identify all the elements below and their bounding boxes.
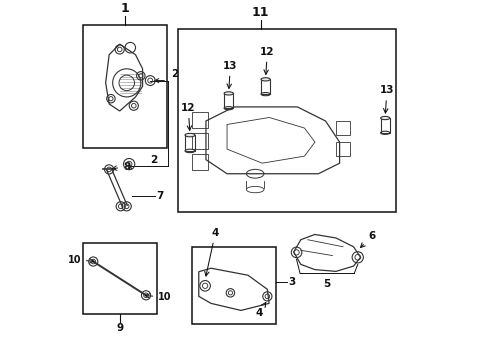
Bar [177,29,395,212]
Text: 4: 4 [204,228,219,276]
Text: 11: 11 [251,6,269,19]
Bar [191,247,276,324]
Text: 2: 2 [171,69,178,79]
Text: 3: 3 [288,276,295,287]
Ellipse shape [184,133,195,137]
Ellipse shape [380,116,389,120]
Bar [82,25,167,148]
Bar [184,135,195,151]
Ellipse shape [224,92,233,95]
Bar [261,79,270,94]
Bar [82,243,156,314]
Text: 12: 12 [181,103,195,130]
Bar [191,133,207,149]
Bar [335,121,349,135]
Text: 12: 12 [260,46,274,75]
Text: 13: 13 [223,60,237,89]
Text: 1: 1 [121,2,129,15]
Bar [191,154,207,170]
Text: 4: 4 [255,302,265,318]
Text: 8: 8 [112,162,130,172]
Text: 9: 9 [116,323,123,333]
Text: 10: 10 [145,292,171,302]
Text: 13: 13 [379,85,393,113]
Ellipse shape [261,78,270,81]
Bar [191,112,207,128]
Text: 6: 6 [360,231,375,247]
Text: 5: 5 [323,279,330,289]
Bar [224,93,233,108]
Text: 10: 10 [67,255,94,265]
Bar [380,118,389,133]
Text: 2: 2 [150,155,157,165]
Text: 7: 7 [156,191,163,201]
Bar [335,142,349,156]
